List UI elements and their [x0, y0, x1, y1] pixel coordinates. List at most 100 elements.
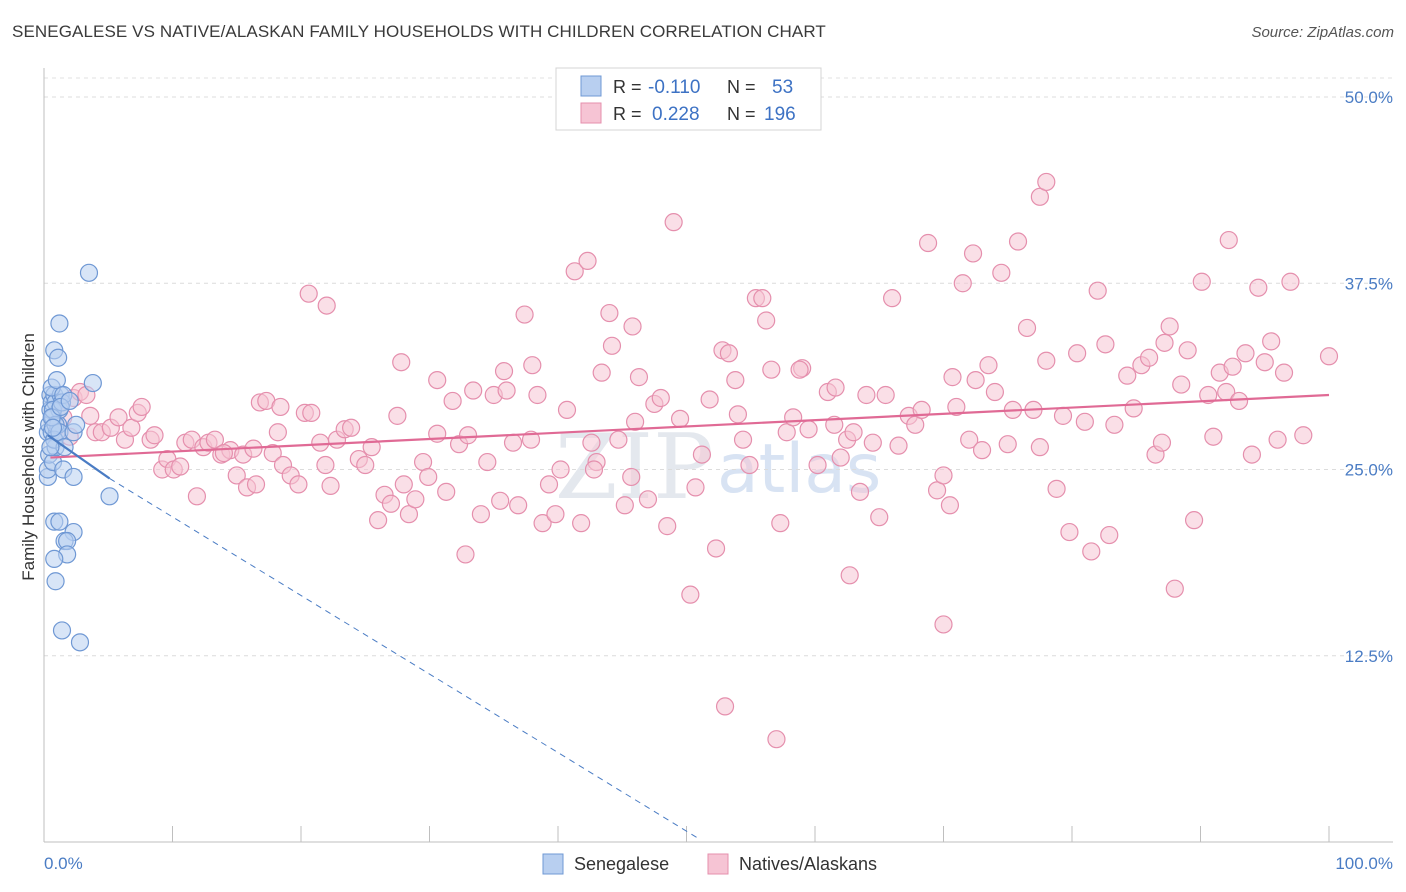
senegalese-point-50	[43, 418, 63, 437]
natives-point-137	[953, 274, 972, 293]
natives-point-60	[437, 482, 456, 501]
natives-point-86	[600, 303, 619, 323]
natives-point-178	[1229, 391, 1249, 411]
natives-point-126	[870, 508, 889, 527]
natives-point-202	[392, 353, 411, 372]
x-tick-label-min: 0.0%	[44, 854, 83, 873]
natives-point-144	[998, 435, 1017, 454]
natives-point-75	[533, 514, 552, 533]
natives-point-19	[171, 457, 190, 476]
natives-point-201	[428, 371, 447, 390]
gridlines	[44, 77, 1393, 657]
natives-point-56	[406, 490, 425, 509]
natives-point-70	[503, 433, 523, 452]
senegalese-point-52	[60, 391, 79, 411]
natives-point-125	[863, 433, 882, 452]
natives-point-168	[1165, 579, 1184, 598]
natives-point-188	[1319, 347, 1339, 366]
natives-point-81	[572, 514, 591, 533]
natives-point-179	[1236, 344, 1255, 363]
natives-point-43	[321, 476, 340, 495]
y-tick-label-0: 50.0%	[1345, 88, 1393, 107]
natives-point-128	[889, 436, 908, 455]
natives-point-90	[622, 467, 641, 487]
natives-point-28	[227, 466, 246, 485]
natives-point-161	[1118, 366, 1137, 385]
natives-point-134	[934, 466, 953, 485]
senegalese-point-36	[64, 467, 83, 487]
natives-point-193	[790, 360, 809, 379]
natives-point-93	[638, 490, 658, 509]
natives-point-38	[289, 475, 308, 494]
natives-point-162	[1124, 399, 1143, 418]
natives-point-213	[840, 566, 859, 585]
natives-point-186	[1281, 272, 1300, 291]
natives-point-77	[546, 505, 565, 524]
natives-point-79	[557, 400, 577, 419]
natives-point-63	[456, 545, 475, 564]
natives-point-197	[584, 460, 604, 479]
natives-point-97	[664, 213, 683, 232]
natives-point-119	[825, 415, 844, 434]
natives-point-155	[1075, 412, 1094, 431]
natives-point-187	[1294, 426, 1313, 445]
natives-point-5	[81, 406, 100, 425]
natives-point-156	[1082, 542, 1101, 561]
natives-point-111	[762, 360, 781, 379]
natives-point-66	[478, 452, 497, 472]
legend-n-value-2: 196	[764, 104, 796, 125]
natives-point-15	[145, 426, 164, 445]
senegalese-point-37	[100, 487, 119, 506]
natives-point-167	[1160, 317, 1179, 336]
natives-point-76	[539, 475, 559, 494]
senegalese-point-39	[50, 512, 69, 531]
senegalese-point-34	[83, 373, 102, 393]
natives-point-152	[1053, 406, 1073, 425]
natives-point-110	[753, 289, 772, 308]
senegalese-point-48	[41, 438, 60, 457]
legend-swatch-senegalese	[580, 75, 602, 97]
natives-point-78	[551, 460, 570, 479]
natives-point-99	[681, 585, 700, 604]
natives-point-101	[692, 445, 712, 464]
trendlines	[47, 393, 1330, 840]
senegalese-point-47	[70, 633, 90, 652]
natives-point-151	[1047, 479, 1066, 498]
legend-n-value-1: 53	[772, 77, 793, 98]
natives-point-138	[960, 430, 979, 449]
natives-point-48	[356, 455, 375, 475]
senegalese-point-33	[79, 263, 99, 282]
natives-point-58	[419, 467, 438, 487]
natives-point-194	[757, 311, 776, 330]
natives-point-83	[582, 433, 601, 452]
natives-point-191	[963, 244, 983, 263]
bottom-legend-swatch-natives	[707, 853, 729, 875]
natives-point-205	[271, 397, 290, 417]
natives-point-170	[1178, 341, 1197, 360]
natives-point-54	[394, 475, 413, 494]
natives-point-41	[311, 433, 330, 452]
legend-n-label-2: N =	[727, 104, 756, 124]
natives-point-106	[726, 371, 745, 390]
chart-source: Source: ZipAtlas.com	[1251, 24, 1394, 41]
natives-point-114	[784, 408, 803, 427]
natives-point-87	[602, 336, 622, 355]
natives-point-198	[523, 356, 542, 375]
y-tick-label-1: 37.5%	[1345, 274, 1393, 293]
bottom-legend-natives: Natives/Alaskans	[739, 854, 877, 874]
natives-point-182	[1255, 353, 1274, 372]
natives-point-103	[706, 539, 726, 558]
natives-point-122	[844, 423, 863, 442]
natives-point-143	[992, 263, 1011, 282]
natives-point-171	[1184, 511, 1204, 530]
natives-trendline	[50, 393, 1330, 459]
natives-point-200	[458, 426, 478, 445]
bottom-legend-senegalese: Senegalese	[574, 854, 669, 874]
natives-point-135	[940, 496, 960, 515]
legend-n-label-1: N =	[727, 77, 756, 97]
natives-point-195	[728, 405, 748, 424]
natives-point-64	[464, 381, 483, 400]
y-tick-label-3: 12.5%	[1345, 647, 1393, 666]
natives-point-215	[1155, 333, 1174, 352]
